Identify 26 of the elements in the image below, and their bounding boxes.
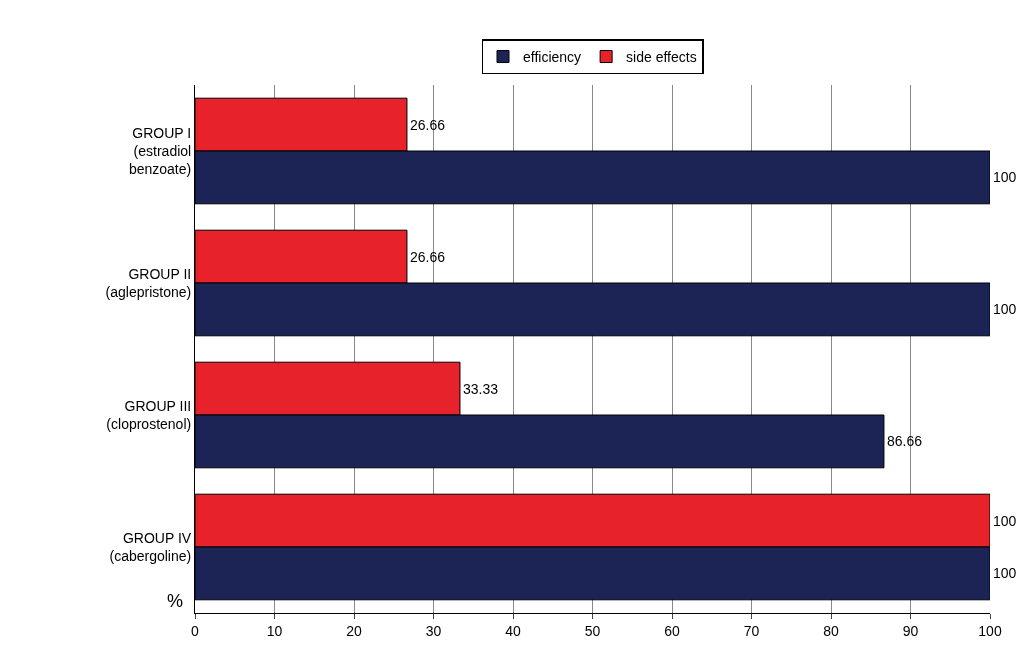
data-label: 100 bbox=[993, 565, 1017, 582]
x-tick-label: 20 bbox=[346, 622, 362, 639]
x-tick-label: 80 bbox=[823, 622, 839, 639]
data-label: 86.66 bbox=[886, 433, 923, 450]
data-label: 100 bbox=[993, 301, 1017, 318]
y-tick-label: GROUP III (cloprostenol) bbox=[106, 397, 192, 432]
y-tick-label: GROUP I (estradiol benzoate) bbox=[128, 124, 192, 178]
x-tick-label: 60 bbox=[664, 622, 680, 639]
x-tick-label: 40 bbox=[505, 622, 521, 639]
y-tick-label: GROUP IV (cabergoline) bbox=[109, 529, 192, 564]
data-label: 26.66 bbox=[409, 248, 446, 265]
data-label: 33.33 bbox=[462, 380, 499, 397]
data-label: 26.66 bbox=[409, 116, 446, 133]
legend-label: side effects bbox=[626, 49, 697, 65]
x-tick-label: 10 bbox=[266, 622, 283, 639]
x-axis-title: % bbox=[167, 591, 184, 611]
legend-label: efficiency bbox=[523, 49, 582, 65]
data-label: 100 bbox=[993, 169, 1017, 186]
x-tick-label: 50 bbox=[584, 622, 601, 639]
x-tick-label: 70 bbox=[743, 622, 760, 639]
data-label: 100 bbox=[993, 512, 1017, 529]
x-tick-label: 0 bbox=[191, 622, 200, 639]
x-tick-label: 30 bbox=[425, 622, 442, 639]
x-tick-label: 100 bbox=[978, 622, 1002, 639]
y-tick-label: GROUP II (aglepristone) bbox=[105, 265, 192, 300]
x-tick-label: 90 bbox=[902, 622, 919, 639]
